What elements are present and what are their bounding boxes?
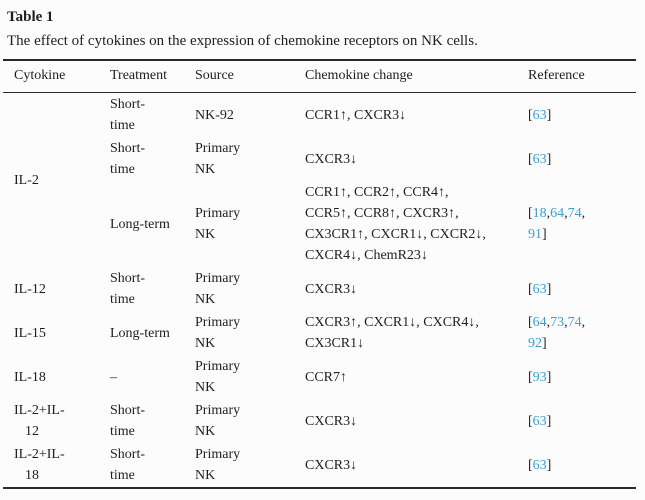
source-cell: Primary NK (195, 315, 241, 351)
chemokine-change-cell: CCR7↑ (305, 369, 348, 385)
citation-link[interactable]: 63 (532, 151, 547, 167)
citation-link[interactable]: 93 (532, 369, 547, 385)
chemokine-change-cell: CCR1↑, CCR2↑, CCR4↑, CCR5↑, CCR8↑, CXCR3… (305, 185, 486, 263)
chemokine-change-cell: CXCR3↓ (305, 281, 358, 297)
source-cell: Primary NK (195, 141, 241, 177)
treatment-cell: – (110, 369, 117, 385)
treatment-cell: Short- time (110, 141, 145, 177)
reference-cell: [63] (528, 281, 552, 297)
citation-link[interactable]: 91 (528, 227, 542, 242)
cytokine-cell: IL-2 (14, 172, 39, 188)
cytokine-cell: IL-2+IL- 12 (14, 403, 65, 439)
reference-cell: [18,64,74, 91] (528, 206, 586, 242)
chemokine-change-cell: CXCR3↓ (305, 457, 358, 473)
table-row: IL-12 Short- time Primary NK CXCR3↓ [63] (3, 267, 636, 311)
column-header-source: Source (195, 60, 305, 93)
column-header-cytokine: Cytokine (3, 60, 110, 93)
table-row: IL-2 Short- time NK-92 CCR1↑, CXCR3↓ [63] (3, 93, 636, 188)
header-row: Cytokine Treatment Source Chemokine chan… (3, 60, 636, 93)
source-cell: Primary NK (195, 403, 241, 439)
cytokine-cell: IL-18 (14, 369, 46, 385)
treatment-cell: Short- time (110, 403, 145, 439)
table-row: IL-18 – Primary NK CCR7↑ [93] (3, 355, 636, 399)
citation-link[interactable]: 74 (567, 315, 582, 330)
citation-link[interactable]: 63 (532, 107, 547, 123)
chemokine-change-cell: CXCR3↑, CXCR1↓, CXCR4↓, CX3CR1↓ (305, 315, 479, 351)
citation-link[interactable]: 18 (532, 206, 547, 221)
source-cell: Primary NK (195, 359, 241, 395)
citation-link[interactable]: 63 (532, 413, 547, 429)
treatment-cell: Short- time (110, 447, 145, 483)
table-row: IL-15 Long-term Primary NK CXCR3↑, CXCR1↓, … (3, 311, 636, 355)
source-cell: Primary NK (195, 206, 241, 242)
citation-link[interactable]: 74 (567, 206, 582, 221)
reference-cell: [63] (528, 107, 552, 123)
table-row: IL-2+IL- 12 Short- time Primary NK CXCR3↓ [6… (3, 399, 636, 443)
cytokine-cell: IL-12 (14, 281, 46, 297)
column-header-reference: Reference (528, 60, 636, 93)
treatment-cell: Long-term (110, 325, 170, 341)
table-label: Table 1 (7, 9, 54, 25)
citation-link[interactable]: 64 (532, 315, 547, 330)
source-cell: Primary NK (195, 447, 241, 483)
article-page: Table 1 The effect of cytokines on the e… (0, 8, 645, 500)
chemokine-change-cell: CXCR3↓ (305, 413, 358, 429)
citation-link[interactable]: 64 (550, 206, 565, 221)
reference-cell: [63] (528, 457, 552, 473)
table-row: IL-2+IL- 18 Short- time Primary NK CXCR3↓ [6… (3, 443, 636, 488)
treatment-cell: Short- time (110, 271, 145, 307)
cytokine-cell: IL-15 (14, 325, 46, 341)
reference-cell: [93] (528, 369, 552, 385)
treatment-cell: Short- time (110, 97, 145, 133)
reference-cell: [63] (528, 413, 552, 429)
reference-cell: [64,73,74, 92] (528, 315, 586, 351)
table-row: Long-term Primary NK CCR1↑, CCR2↑, CCR4↑, … (3, 181, 636, 267)
table-body: IL-2 Short- time NK-92 CCR1↑, CXCR3↓ [63] Sho… (3, 93, 636, 489)
source-cell: Primary NK (195, 271, 241, 307)
chemokine-change-cell: CCR1↑, CXCR3↓ (305, 107, 407, 123)
cytokine-cell: IL-2+IL- 18 (14, 447, 65, 483)
citation-link[interactable]: 63 (532, 457, 547, 473)
column-header-treatment: Treatment (110, 60, 195, 93)
citation-link[interactable]: 63 (532, 281, 547, 297)
source-cell: NK-92 (195, 107, 234, 123)
citation-link[interactable]: 92 (528, 336, 542, 351)
chemokine-change-cell: CXCR3↓ (305, 151, 358, 167)
citation-link[interactable]: 73 (550, 315, 565, 330)
table-caption: The effect of cytokines on the expressio… (7, 33, 478, 49)
reference-cell: [63] (528, 151, 552, 167)
treatment-cell: Long-term (110, 216, 170, 232)
column-header-chemokine-change: Chemokine change (305, 60, 528, 93)
table-row: Short- time Primary NK CXCR3↓ [63] (3, 137, 636, 181)
cytokine-receptor-table: Cytokine Treatment Source Chemokine chan… (3, 59, 636, 489)
